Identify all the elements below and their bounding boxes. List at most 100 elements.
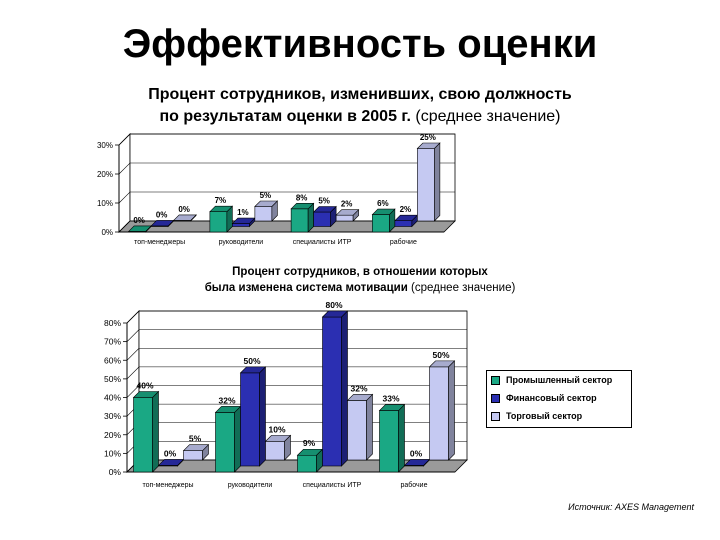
chart1-bar-s1-2-top [209, 205, 234, 212]
chart2-bar-s3-1-top [182, 444, 210, 451]
chart2-bar-s1-4-side [398, 403, 405, 473]
chart2-subtitle-note: (среднее значение) [407, 282, 516, 294]
chart2-subtitle-line2: была изменена система мотивации [204, 282, 408, 294]
chart2-bar-s2-3 [322, 316, 342, 467]
chart1-bar-s3-3-top [335, 209, 360, 216]
chart1-bar-s3-1-top [172, 214, 197, 221]
chart2-data-label: 40% [136, 381, 153, 391]
chart2-data-label: 50% [432, 350, 449, 360]
chart2-y-tick-label: 40% [104, 393, 121, 403]
chart2-category-label: специалисты ИТР [303, 482, 362, 489]
chart1-bar-s3-2 [254, 206, 273, 222]
chart1-data-label: 2% [400, 205, 412, 214]
chart1-bar-s3-4-side [434, 142, 441, 222]
chart1-gridline [118, 191, 455, 204]
chart2-bar-s2-2-side [259, 366, 266, 467]
chart2-bar-s3-3 [347, 400, 367, 461]
chart2-bar-s3-4-top [428, 360, 456, 368]
chart2-y-tick-label: 70% [104, 337, 121, 347]
chart2-bar-s2-3-top [321, 310, 349, 318]
chart2-bar-s1-2 [215, 412, 235, 473]
chart2-bar-s3-4 [429, 366, 449, 461]
chart1-y-tick-label: 30% [97, 141, 113, 150]
chart1-back-wall [129, 133, 456, 222]
chart2-data-label: 10% [268, 424, 285, 434]
chart2-bar-s1-1-top [132, 391, 160, 398]
legend-label-financial: Финансовый сектор [506, 393, 597, 403]
chart2-y-tick-label: 10% [104, 448, 121, 458]
chart2-bar-s1-1 [133, 397, 153, 473]
page-title: Эффективность оценки [122, 22, 598, 66]
chart1-data-label: 5% [318, 197, 330, 206]
chart2-subtitle-line1: Процент сотрудников, в отношении которых [232, 266, 488, 278]
chart2-data-label: 50% [243, 356, 260, 366]
chart2-gridline [126, 347, 467, 361]
legend-swatch-financial [491, 393, 500, 403]
chart2-data-label: 33% [382, 394, 399, 404]
chart2-data-label: 0% [410, 448, 423, 458]
chart2-legend: Промышленный сектор Финансовый сектор То… [486, 370, 632, 428]
chart1-gridline [118, 162, 455, 175]
chart2-bar-s1-1-side [152, 390, 159, 473]
chart2-subtitle: Процент сотрудников, в отношении которых… [150, 264, 570, 296]
legend-label-industrial: Промышленный сектор [506, 375, 613, 385]
chart2-category-label: топ-менеджеры [142, 482, 193, 489]
chart2-y-tick-label: 0% [109, 467, 122, 477]
chart1-data-label: 1% [237, 208, 249, 217]
chart2-category-label: руководители [228, 482, 273, 489]
chart1-bar-s1-3 [290, 208, 309, 233]
chart2-bar-s1-4 [379, 410, 399, 473]
chart1-data-label: 8% [296, 193, 308, 202]
chart1-data-label: 6% [377, 199, 389, 208]
chart1-gridline [118, 133, 455, 146]
chart1-data-label: 5% [260, 191, 272, 200]
chart2-category-label: рабочие [401, 481, 428, 489]
chart1-bar-s2-4 [394, 220, 413, 227]
chart2-bar-s3-2 [265, 441, 285, 461]
chart1-bar-s1-4-top [371, 208, 396, 215]
legend-swatch-trade [491, 411, 500, 421]
chart2-gridline [126, 385, 467, 398]
chart2-y-tick-label: 50% [104, 374, 121, 384]
chart1-bar-s3-4-top [416, 142, 441, 149]
chart1-data-label: 25% [420, 133, 436, 142]
chart1-category-label: специалисты ИТР [293, 239, 352, 246]
chart2-bar-s1-3 [297, 454, 317, 473]
chart2-bar-s3-1 [183, 450, 203, 461]
chart1-bar-s2-3-top [312, 206, 337, 213]
source-note: Источник: AXES Management [568, 502, 694, 512]
chart2-data-label: 5% [189, 434, 202, 444]
chart1-category-label: рабочие [390, 238, 417, 246]
chart2-gridline [126, 310, 467, 324]
chart2-data-label: 80% [325, 300, 342, 310]
chart2-y-tick-label: 80% [104, 318, 121, 328]
chart2-bar-s3-3-side [366, 393, 373, 461]
legend-item-financial: Финансовый сектор [487, 389, 631, 407]
chart2-data-label: 32% [350, 383, 367, 393]
chart2-y-tick-label: 30% [104, 411, 121, 421]
chart2-y-tick-label: 20% [104, 430, 121, 440]
legend-item-industrial: Промышленный сектор [487, 371, 631, 389]
chart1-bar-s1-2 [209, 211, 228, 233]
chart1-subtitle-line1: Процент сотрудников, изменивших, свою до… [148, 86, 572, 103]
legend-label-trade: Торговый сектор [506, 411, 583, 421]
chart2-bar-s3-4-side [448, 360, 455, 461]
legend-item-trade: Торговый сектор [487, 407, 631, 425]
chart1-bar-s1-3-top [290, 203, 315, 210]
chart1-data-label: 0% [133, 216, 145, 225]
chart1-data-label: 0% [156, 210, 168, 219]
chart1-y-tick-label: 10% [97, 199, 113, 208]
chart2-bar-s2-2-top [239, 366, 267, 374]
legend-swatch-industrial [491, 375, 500, 385]
chart1-bar-s1-4 [372, 214, 390, 233]
chart2-data-label: 32% [218, 395, 235, 405]
chart1-subtitle-note: (среднее значение) [410, 108, 561, 125]
chart1-subtitle: Процент сотрудников, изменивших, свою до… [80, 84, 640, 128]
chart1-subtitle-line2: по результатам оценки в 2005 г. [159, 108, 411, 125]
chart2-y-tick-label: 60% [104, 355, 121, 365]
chart1-y-tick-label: 0% [101, 228, 113, 237]
chart2-bar-s1-2-side [234, 405, 241, 473]
chart1-data-label: 7% [215, 196, 227, 205]
chart2-gridline [126, 329, 467, 342]
